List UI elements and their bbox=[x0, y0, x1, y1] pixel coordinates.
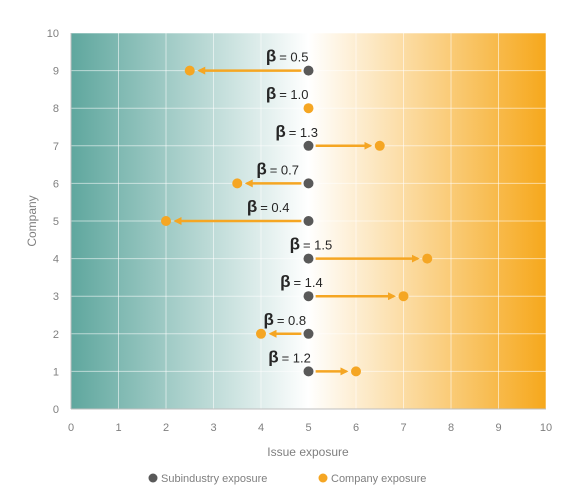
legend-subindustry-marker bbox=[148, 473, 158, 483]
beta-symbol: β bbox=[247, 197, 257, 216]
y-tick-label: 7 bbox=[53, 141, 59, 153]
company-exposure-point bbox=[184, 65, 195, 76]
x-tick-label: 6 bbox=[353, 422, 359, 434]
subindustry-exposure-point bbox=[303, 140, 314, 151]
subindustry-exposure-point bbox=[303, 328, 314, 339]
subindustry-exposure-point bbox=[303, 65, 314, 76]
company-exposure-point bbox=[161, 216, 171, 226]
y-tick-label: 1 bbox=[53, 366, 59, 378]
y-tick-label: 5 bbox=[53, 216, 59, 228]
x-axis-title: Issue exposure bbox=[267, 445, 349, 459]
y-tick-label: 9 bbox=[53, 66, 59, 78]
subindustry-exposure-point bbox=[303, 216, 314, 226]
x-tick-label: 10 bbox=[540, 422, 552, 434]
beta-value: = 1.3 bbox=[289, 125, 318, 140]
beta-value: = 1.2 bbox=[282, 350, 311, 365]
company-exposure-point bbox=[256, 328, 266, 339]
beta-symbol: β bbox=[275, 122, 285, 141]
company-exposure-point bbox=[374, 140, 385, 151]
x-tick-label: 7 bbox=[400, 422, 406, 434]
beta-symbol: β bbox=[256, 159, 266, 178]
company-exposure-point bbox=[351, 366, 361, 377]
company-exposure-point bbox=[422, 253, 433, 264]
beta-symbol: β bbox=[290, 235, 300, 254]
subindustry-exposure-point bbox=[303, 178, 314, 189]
x-tick-label: 5 bbox=[305, 422, 311, 434]
x-tick-label: 2 bbox=[163, 422, 169, 434]
beta-label: β = 1.4 bbox=[280, 272, 323, 291]
y-tick-label: 0 bbox=[53, 404, 59, 416]
beta-symbol: β bbox=[280, 272, 290, 291]
beta-label: β = 1.3 bbox=[275, 122, 318, 141]
legend: Subindustry exposure Company exposure bbox=[148, 473, 426, 485]
subindustry-exposure-point bbox=[303, 291, 314, 302]
beta-symbol: β bbox=[263, 310, 273, 329]
beta-value: = 1.5 bbox=[303, 238, 332, 253]
axes: 0 1 2 3 4 5 6 7 8 9 10 0 1 2 3 4 5 6 7 8 9 10 bbox=[47, 28, 552, 434]
data-points bbox=[161, 65, 433, 377]
x-tick-label: 1 bbox=[115, 422, 121, 434]
legend-company-label: Company exposure bbox=[331, 473, 426, 485]
beta-label: β = 0.8 bbox=[263, 310, 306, 329]
beta-symbol: β bbox=[266, 47, 276, 66]
beta-value: = 0.5 bbox=[279, 50, 308, 65]
company-exposure-point bbox=[303, 103, 314, 114]
x-tick-label: 0 bbox=[68, 422, 74, 434]
y-tick-label: 10 bbox=[47, 28, 59, 40]
beta-value: = 1.0 bbox=[279, 87, 308, 102]
company-exposure-point bbox=[398, 291, 409, 302]
beta-arrows bbox=[173, 66, 420, 376]
y-tick-label: 6 bbox=[53, 178, 59, 190]
beta-label: β = 1.5 bbox=[290, 235, 333, 254]
x-tick-label: 4 bbox=[258, 422, 264, 434]
y-tick-label: 4 bbox=[53, 254, 59, 266]
x-tick-label: 3 bbox=[210, 422, 216, 434]
beta-labels: β = 0.5β = 1.0β = 1.3β = 0.7β = 0.4β = 1.5β = 1… bbox=[247, 47, 332, 367]
beta-value: = 1.4 bbox=[293, 275, 322, 290]
company-exposure-point bbox=[232, 178, 243, 189]
subindustry-exposure-point bbox=[303, 366, 314, 377]
beta-value: = 0.8 bbox=[277, 313, 306, 328]
beta-value: = 0.7 bbox=[270, 162, 299, 177]
legend-company-marker bbox=[318, 473, 328, 483]
beta-label: β = 1.2 bbox=[268, 347, 311, 366]
beta-value: = 0.4 bbox=[260, 200, 289, 215]
x-tick-label: 8 bbox=[448, 422, 454, 434]
beta-symbol: β bbox=[266, 84, 276, 103]
y-tick-label: 3 bbox=[53, 291, 59, 303]
y-tick-label: 8 bbox=[53, 103, 59, 115]
legend-subindustry-label: Subindustry exposure bbox=[161, 473, 267, 485]
x-tick-label: 9 bbox=[495, 422, 501, 434]
subindustry-exposure-point bbox=[303, 253, 314, 264]
beta-label: β = 0.5 bbox=[266, 47, 309, 66]
beta-symbol: β bbox=[268, 347, 278, 366]
beta-label: β = 0.7 bbox=[256, 159, 299, 178]
y-axis-title: Company bbox=[25, 195, 39, 246]
y-tick-label: 2 bbox=[53, 329, 59, 341]
beta-label: β = 1.0 bbox=[266, 84, 309, 103]
beta-label: β = 0.4 bbox=[247, 197, 290, 216]
